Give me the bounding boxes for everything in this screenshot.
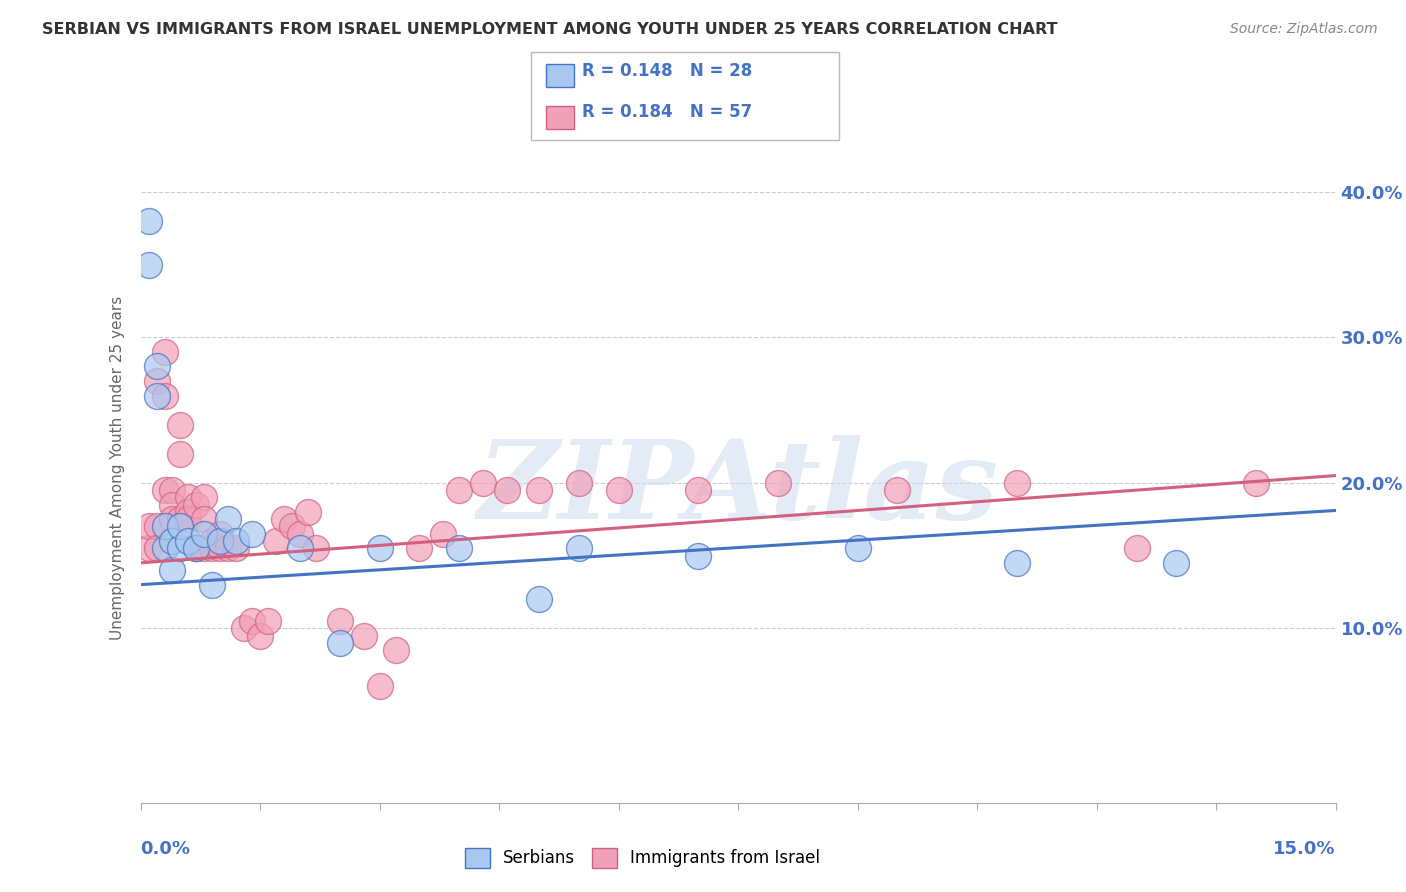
Point	[177, 491, 200, 505]
Point	[153, 345, 176, 359]
Point	[288, 526, 311, 541]
Point	[257, 614, 280, 628]
Point	[162, 498, 184, 512]
Point	[368, 541, 391, 556]
Point	[568, 475, 591, 490]
Point	[527, 592, 550, 607]
Point	[153, 483, 176, 497]
Point	[209, 526, 232, 541]
Point	[193, 512, 215, 526]
Point	[607, 483, 630, 497]
Point	[249, 628, 271, 642]
Point	[233, 621, 256, 635]
Point	[177, 512, 200, 526]
Point	[201, 577, 224, 591]
Point	[193, 541, 215, 556]
Point	[846, 541, 869, 556]
Point	[1244, 475, 1267, 490]
Point	[496, 483, 519, 497]
Point	[240, 526, 263, 541]
Point	[1125, 541, 1147, 556]
Point	[281, 519, 304, 533]
Point	[177, 534, 200, 549]
Point	[217, 541, 239, 556]
Text: SERBIAN VS IMMIGRANTS FROM ISRAEL UNEMPLOYMENT AMONG YOUTH UNDER 25 YEARS CORREL: SERBIAN VS IMMIGRANTS FROM ISRAEL UNEMPL…	[42, 22, 1057, 37]
Point	[169, 541, 191, 556]
Point	[169, 519, 191, 533]
Point	[288, 541, 311, 556]
Point	[153, 388, 176, 402]
Point	[162, 483, 184, 497]
Point	[527, 483, 550, 497]
Text: Source: ZipAtlas.com: Source: ZipAtlas.com	[1230, 22, 1378, 37]
Text: R = 0.148   N = 28: R = 0.148 N = 28	[582, 62, 752, 80]
Point	[138, 541, 160, 556]
Point	[169, 512, 191, 526]
Point	[1166, 556, 1188, 570]
Point	[145, 519, 167, 533]
Point	[886, 483, 908, 497]
Point	[145, 374, 167, 388]
Point	[145, 388, 167, 402]
Point	[305, 541, 328, 556]
Point	[162, 563, 184, 577]
Point	[217, 512, 239, 526]
Point	[297, 505, 319, 519]
Point	[193, 526, 215, 541]
Point	[472, 475, 495, 490]
Point	[209, 541, 232, 556]
Point	[162, 534, 184, 549]
Point	[264, 534, 287, 549]
Point	[353, 628, 375, 642]
Point	[408, 541, 430, 556]
Point	[153, 519, 176, 533]
Point	[240, 614, 263, 628]
Point	[138, 258, 160, 272]
Point	[169, 417, 191, 432]
Text: R = 0.184   N = 57: R = 0.184 N = 57	[582, 103, 752, 120]
Point	[225, 541, 247, 556]
Point	[201, 541, 224, 556]
Point	[329, 636, 352, 650]
Point	[568, 541, 591, 556]
Point	[449, 541, 471, 556]
Point	[1005, 556, 1028, 570]
Point	[186, 541, 208, 556]
Point	[138, 519, 160, 533]
Point	[432, 526, 454, 541]
Point	[209, 534, 232, 549]
Text: ZIPAtlas: ZIPAtlas	[478, 434, 998, 542]
Point	[153, 541, 176, 556]
Point	[162, 512, 184, 526]
Point	[186, 541, 208, 556]
Point	[688, 483, 710, 497]
Point	[368, 680, 391, 694]
Point	[138, 214, 160, 228]
Point	[169, 447, 191, 461]
Point	[193, 491, 215, 505]
Point	[201, 534, 224, 549]
Point	[186, 541, 208, 556]
Text: 15.0%: 15.0%	[1274, 839, 1336, 857]
Point	[449, 483, 471, 497]
Point	[145, 359, 167, 374]
Point	[1005, 475, 1028, 490]
Point	[145, 541, 167, 556]
Text: 0.0%: 0.0%	[141, 839, 191, 857]
Point	[225, 534, 247, 549]
Point	[688, 549, 710, 563]
Y-axis label: Unemployment Among Youth under 25 years: Unemployment Among Youth under 25 years	[110, 296, 125, 640]
Legend: Serbians, Immigrants from Israel: Serbians, Immigrants from Israel	[458, 841, 827, 875]
Point	[273, 512, 295, 526]
Point	[186, 498, 208, 512]
Point	[177, 505, 200, 519]
Point	[329, 614, 352, 628]
Point	[766, 475, 789, 490]
Point	[384, 643, 406, 657]
